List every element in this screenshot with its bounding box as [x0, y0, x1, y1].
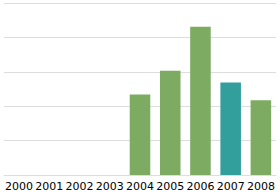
svg-text:2006: 2006	[186, 180, 214, 193]
svg-text:2003: 2003	[96, 180, 124, 193]
svg-text:2005: 2005	[156, 180, 184, 193]
svg-text:2007: 2007	[217, 180, 245, 193]
svg-text:2004: 2004	[126, 180, 154, 193]
svg-text:2001: 2001	[35, 180, 63, 193]
svg-text:2002: 2002	[66, 180, 94, 193]
svg-text:2008: 2008	[247, 180, 275, 193]
svg-text:2000: 2000	[5, 180, 33, 193]
